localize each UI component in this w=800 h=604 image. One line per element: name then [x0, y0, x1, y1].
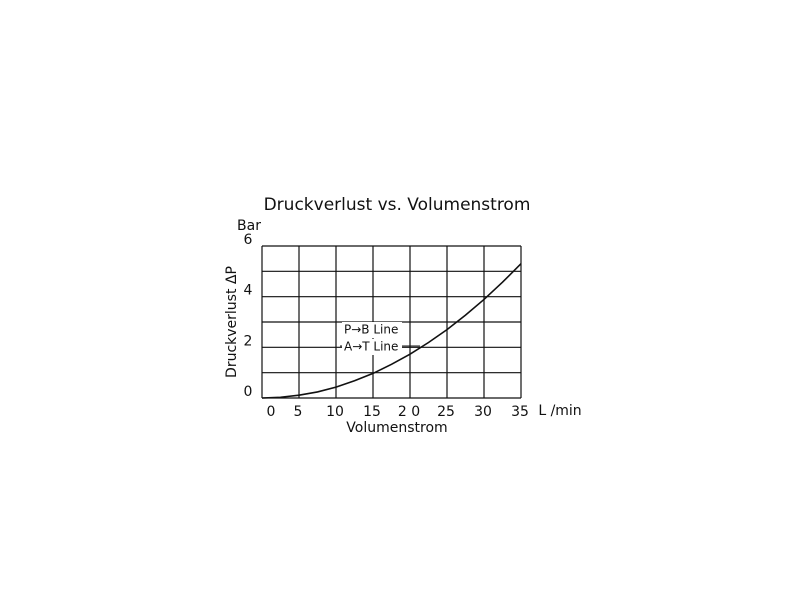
x-tick-label: 0	[267, 404, 276, 420]
x-tick-label: 25	[437, 404, 455, 420]
data-line	[261, 263, 522, 399]
x-tick-label: 35	[511, 404, 529, 420]
y-unit: Bar	[237, 218, 261, 234]
chart-title: Druckverlust vs. Volumenstrom	[264, 195, 531, 215]
x-unit: L /min	[538, 403, 581, 419]
y-tick-label: 2	[244, 333, 253, 349]
x-tick-label: 10	[326, 404, 344, 420]
x-tick-label: 15	[363, 404, 381, 420]
y-tick-label: 0	[244, 384, 253, 400]
annotation: P→B Line	[344, 323, 398, 337]
y-tick-label: 6	[244, 232, 253, 248]
annotation-bg	[342, 339, 402, 355]
annotation-bg	[342, 322, 402, 338]
x-axis-label: Volumenstrom	[346, 420, 447, 436]
y-tick-label: 4	[244, 283, 253, 299]
y-axis-label: Druckverlust ΔP	[224, 266, 240, 378]
x-tick-label: 30	[474, 404, 492, 420]
x-tick-label: 2 0	[398, 404, 420, 420]
annotation: A→T Line	[344, 340, 398, 354]
x-tick-label: 5	[294, 404, 303, 420]
